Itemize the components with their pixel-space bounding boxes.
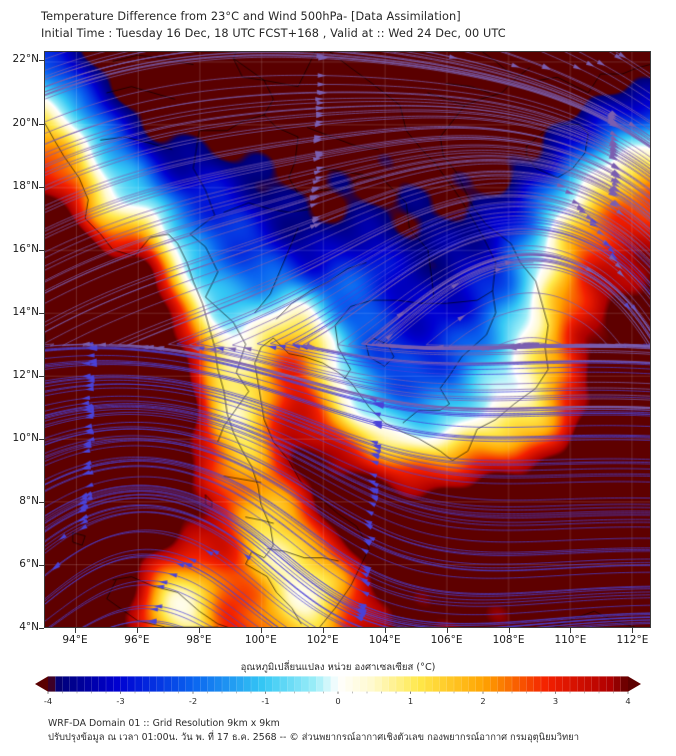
x-tick-label: 112°E (616, 634, 649, 646)
y-tick-label: 18°N (12, 179, 39, 192)
y-tick-mark (39, 186, 44, 188)
colorbar-tick-label: 3 (552, 696, 559, 706)
y-tick-label: 10°N (12, 431, 39, 444)
x-tick-label: 102°E (306, 634, 339, 646)
x-tick-mark (260, 628, 262, 633)
colorbar-tick-label: 2 (480, 696, 486, 706)
x-tick-label: 110°E (554, 634, 587, 646)
x-tick-mark (322, 628, 324, 633)
x-tick-mark (632, 628, 634, 633)
y-tick-label: 16°N (12, 242, 39, 255)
map-plot-area[interactable] (44, 51, 651, 628)
title-line-1: Temperature Difference from 23°C and Win… (41, 10, 461, 23)
x-tick-label: 98°E (186, 634, 212, 646)
x-tick-mark (198, 628, 200, 633)
x-tick-label: 94°E (62, 634, 88, 646)
x-tick-label: 100°E (244, 634, 277, 646)
y-tick-label: 20°N (12, 116, 39, 129)
colorbar-tick-label: -4 (43, 696, 53, 706)
y-tick-mark (39, 438, 44, 440)
title-line-2: Initial Time : Tuesday 16 Dec, 18 UTC FC… (41, 27, 506, 40)
colorbar-gradient (35, 674, 641, 694)
y-tick-label: 8°N (19, 494, 39, 507)
chart-title-block: Temperature Difference from 23°C and Win… (41, 8, 641, 42)
y-tick-mark (39, 375, 44, 377)
x-tick-label: 108°E (492, 634, 525, 646)
colorbar-tick-label: -2 (188, 696, 198, 706)
colorbar-title: อุณหภูมิเปลี่ยนแปลง หน่วย องศาเซลเซียส (… (240, 662, 436, 673)
x-tick-mark (136, 628, 138, 633)
x-tick-label: 96°E (124, 634, 150, 646)
footer-line-2: ปรับปรุงข้อมูล ณ เวลา 01:00น. วัน พ. ที่… (48, 732, 579, 743)
y-tick-mark (39, 564, 44, 566)
wind-streamlines (45, 52, 650, 627)
y-tick-label: 22°N (12, 53, 39, 66)
colorbar-tick-label: -1 (261, 696, 270, 706)
colorbar-tick-label: 0 (335, 696, 341, 706)
x-tick-mark (446, 628, 448, 633)
y-tick-mark (39, 60, 44, 62)
colorbar-tick-label: -3 (116, 696, 125, 706)
colorbar-block: อุณหภูมิเปลี่ยนแปลง หน่วย องศาเซลเซียส (… (0, 660, 676, 710)
y-tick-mark (39, 501, 44, 503)
y-tick-label: 4°N (19, 621, 39, 633)
y-tick-mark (39, 249, 44, 251)
footer-block: WRF-DA Domain 01 :: Grid Resolution 9km … (48, 717, 579, 745)
y-tick-label: 14°N (12, 305, 39, 318)
colorbar-tick-label: 1 (407, 696, 414, 706)
x-tick-mark (74, 628, 76, 633)
x-tick-label: 104°E (368, 634, 401, 646)
x-tick-label: 106°E (430, 634, 463, 646)
footer-line-1: WRF-DA Domain 01 :: Grid Resolution 9km … (48, 718, 280, 729)
y-tick-label: 6°N (19, 557, 39, 570)
x-tick-mark (384, 628, 386, 633)
x-tick-mark (570, 628, 572, 633)
y-tick-mark (39, 628, 44, 629)
x-tick-mark (508, 628, 510, 633)
y-tick-label: 12°N (12, 368, 39, 381)
y-tick-mark (39, 312, 44, 314)
colorbar-tick-label: 4 (625, 696, 631, 706)
y-tick-mark (39, 123, 44, 125)
